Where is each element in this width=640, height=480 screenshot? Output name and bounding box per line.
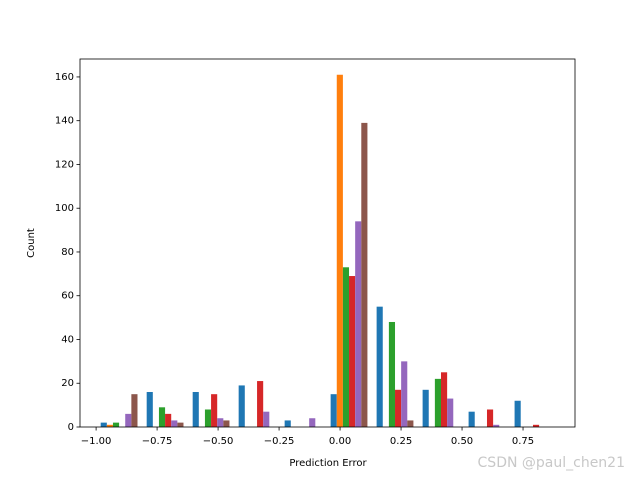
bar	[309, 418, 316, 427]
bar	[532, 424, 540, 427]
bar	[284, 420, 291, 427]
bar	[441, 372, 448, 427]
bar	[422, 389, 429, 427]
x-tick-label: −0.75	[142, 436, 173, 447]
bar	[125, 413, 132, 427]
x-tick-label: 0.25	[390, 436, 412, 447]
x-tick-label: −0.25	[264, 436, 295, 447]
bar	[407, 420, 414, 427]
y-tick-label: 100	[55, 203, 74, 214]
bar	[434, 378, 442, 427]
bar	[131, 394, 138, 427]
x-tick-label: −0.50	[203, 436, 234, 447]
watermark: CSDN @paul_chen21	[478, 455, 625, 471]
axes-frame	[79, 58, 576, 428]
bar	[355, 221, 362, 427]
bar	[336, 74, 343, 427]
bar	[401, 361, 408, 427]
bar	[514, 400, 521, 427]
x-tick-label: 0.75	[512, 436, 534, 447]
y-tick-label: 40	[61, 334, 74, 345]
bar	[388, 321, 396, 427]
bar	[165, 413, 172, 427]
x-tick-label: −1.00	[81, 436, 112, 447]
bar	[330, 394, 337, 427]
bar	[361, 122, 368, 427]
bar	[223, 420, 230, 427]
bar	[211, 394, 218, 427]
bar	[349, 276, 356, 427]
y-axis-label: Count	[26, 228, 37, 258]
bar	[100, 422, 107, 427]
bar	[257, 381, 264, 427]
bar	[106, 424, 113, 427]
y-tick-label: 20	[61, 378, 74, 389]
y-tick-label: 120	[55, 159, 74, 170]
bar	[171, 420, 178, 427]
bar	[158, 407, 166, 427]
x-tick-label: 0.50	[451, 436, 473, 447]
y-tick-label: 80	[61, 247, 74, 258]
bar	[395, 389, 402, 427]
bar	[204, 409, 212, 427]
bar	[192, 391, 199, 427]
bar	[112, 422, 120, 427]
y-tick-label: 160	[55, 72, 74, 83]
bar	[376, 306, 383, 427]
bar	[177, 422, 184, 427]
y-tick-label: 60	[61, 291, 74, 302]
bar	[238, 385, 245, 427]
x-axis-label: Prediction Error	[289, 458, 367, 469]
bar	[217, 418, 224, 427]
bar	[263, 411, 270, 427]
x-tick-label: 0.00	[329, 436, 351, 447]
bar	[342, 267, 350, 427]
bar	[493, 424, 500, 427]
y-tick-label: 0	[68, 422, 74, 433]
bar	[486, 409, 494, 427]
bar	[468, 411, 475, 427]
bar	[146, 391, 153, 427]
y-tick-label: 140	[55, 116, 74, 127]
bar	[447, 398, 454, 427]
